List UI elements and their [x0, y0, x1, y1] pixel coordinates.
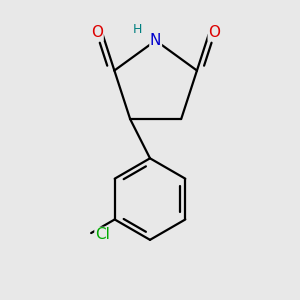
- Text: N: N: [150, 33, 161, 48]
- Text: O: O: [208, 25, 220, 40]
- Text: H: H: [133, 23, 142, 36]
- Text: O: O: [91, 25, 103, 40]
- Text: Cl: Cl: [95, 227, 110, 242]
